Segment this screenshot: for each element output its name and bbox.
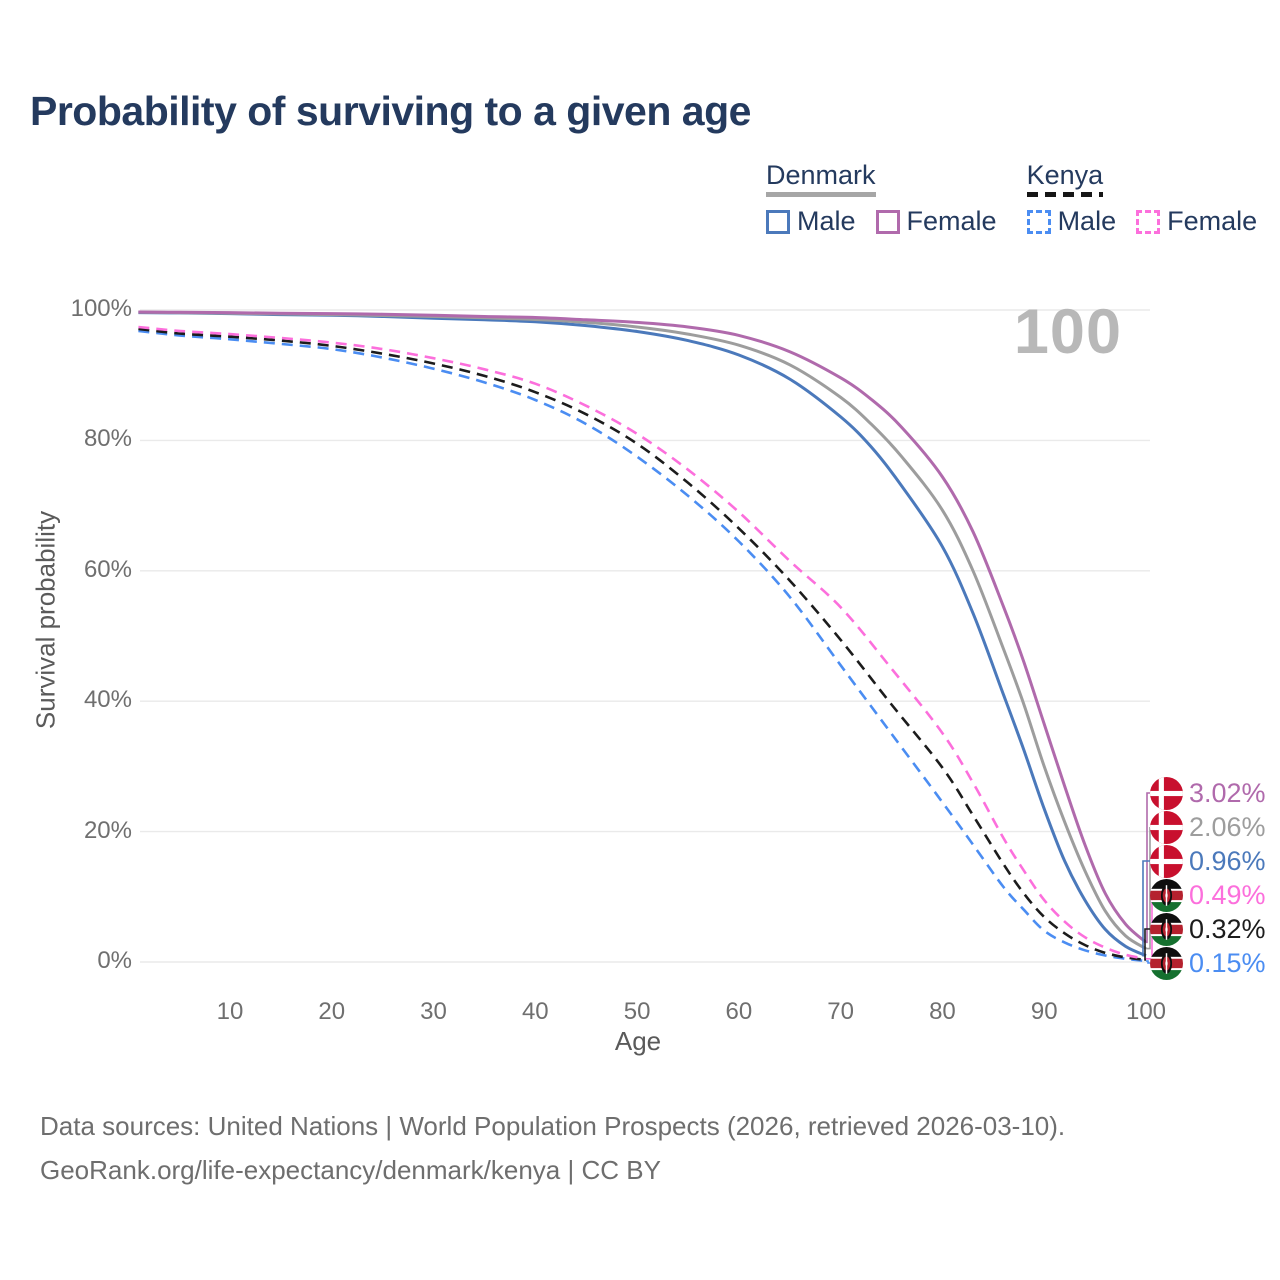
legend-swatch-icon	[1026, 209, 1051, 234]
x-tick-label: 60	[725, 998, 753, 1025]
end-label-leader-line	[1144, 928, 1150, 961]
end-label-value: 0.96%	[1189, 845, 1266, 876]
y-tick-label: 60%	[83, 555, 132, 583]
legend-kenya-line-style	[1026, 192, 1104, 197]
y-tick-label: 20%	[83, 816, 132, 844]
legend-country-denmark: Denmark	[766, 160, 876, 197]
x-tick-label: 90	[1030, 998, 1058, 1025]
x-axis-title: Age	[614, 1026, 662, 1056]
end-label-value: 0.32%	[1189, 913, 1266, 944]
kenya-flag-icon	[1150, 878, 1183, 912]
legend-item-denmark-female[interactable]: Female	[875, 206, 997, 237]
legend-swatch-icon	[1136, 209, 1161, 234]
end-label-denmark-female: 3.02%	[1150, 776, 1266, 810]
y-axis-title: Survival probability	[30, 510, 61, 730]
legend-item-denmark-male[interactable]: Male	[766, 206, 856, 237]
x-tick-label: 10	[216, 998, 244, 1025]
end-label-value: 3.02%	[1189, 777, 1266, 808]
x-tick-label: 100	[1125, 998, 1167, 1025]
series-line-denmark-male[interactable]	[138, 311, 1147, 958]
legend-group-kenya: Kenya Male Female	[1026, 160, 1257, 237]
end-label-denmark-male: 0.96%	[1150, 844, 1266, 878]
legend-group-denmark: Denmark Male Female	[766, 160, 997, 237]
hovered-age-annotation: 100	[1013, 297, 1122, 367]
x-tick-label: 40	[521, 998, 549, 1025]
denmark-flag-icon	[1150, 810, 1183, 844]
series-line-kenya-male[interactable]	[138, 329, 1147, 963]
y-tick-label: 0%	[97, 947, 132, 974]
end-label-leader-line	[1146, 827, 1151, 950]
series-line-denmark-female[interactable]	[138, 310, 1147, 944]
end-label-value: 0.15%	[1189, 947, 1266, 978]
footer-data-sources: Data sources: United Nations | World Pop…	[40, 1111, 1066, 1141]
end-label-kenya-total: 0.32%	[1150, 912, 1266, 946]
legend-denmark-line-style	[766, 192, 876, 197]
legend-item-label: Female	[906, 206, 997, 236]
denmark-flag-icon	[1150, 844, 1183, 878]
y-tick-label: 100%	[70, 295, 132, 322]
legend-item-label: Male	[1057, 206, 1117, 236]
legend: Denmark Male Female Kenya Male Female	[766, 160, 1257, 237]
series-line-denmark-total[interactable]	[138, 310, 1147, 950]
end-label-leader-line	[1146, 960, 1150, 964]
x-tick-label: 70	[827, 998, 854, 1025]
kenya-flag-icon	[1150, 912, 1183, 946]
x-tick-label: 20	[318, 998, 346, 1025]
end-label-kenya-male: 0.15%	[1150, 946, 1266, 980]
legend-item-kenya-male[interactable]: Male	[1026, 206, 1117, 237]
legend-country-kenya: Kenya	[1026, 160, 1104, 197]
legend-item-label: Male	[797, 206, 856, 236]
denmark-flag-icon	[1150, 776, 1183, 810]
end-label-leader-line	[1146, 792, 1150, 944]
end-label-value: 2.06%	[1189, 811, 1266, 842]
footer-link[interactable]: GeoRank.org/life-expectancy/denmark/keny…	[40, 1155, 661, 1185]
y-tick-label: 40%	[83, 686, 132, 714]
kenya-flag-icon	[1150, 946, 1183, 980]
end-label-denmark-total: 2.06%	[1150, 810, 1266, 844]
end-label-value: 0.49%	[1189, 879, 1266, 910]
end-label-kenya-female: 0.49%	[1150, 878, 1266, 912]
legend-swatch-icon	[766, 209, 790, 234]
x-tick-label: 30	[420, 998, 447, 1025]
x-tick-label: 50	[623, 998, 651, 1025]
legend-items: Male Female	[1026, 206, 1257, 237]
y-tick-label: 80%	[83, 425, 132, 453]
x-tick-label: 80	[929, 998, 956, 1025]
legend-items: Male Female	[766, 206, 997, 237]
legend-item-kenya-female[interactable]: Female	[1136, 206, 1257, 237]
legend-item-label: Female	[1167, 206, 1258, 236]
legend-swatch-icon	[875, 209, 900, 234]
page-title: Probability of surviving to a given age	[30, 88, 751, 134]
series-line-kenya-total[interactable]	[138, 327, 1147, 962]
series-line-kenya-female[interactable]	[138, 325, 1147, 961]
page-footer: Data sources: United Nations | World Pop…	[40, 1104, 1065, 1192]
